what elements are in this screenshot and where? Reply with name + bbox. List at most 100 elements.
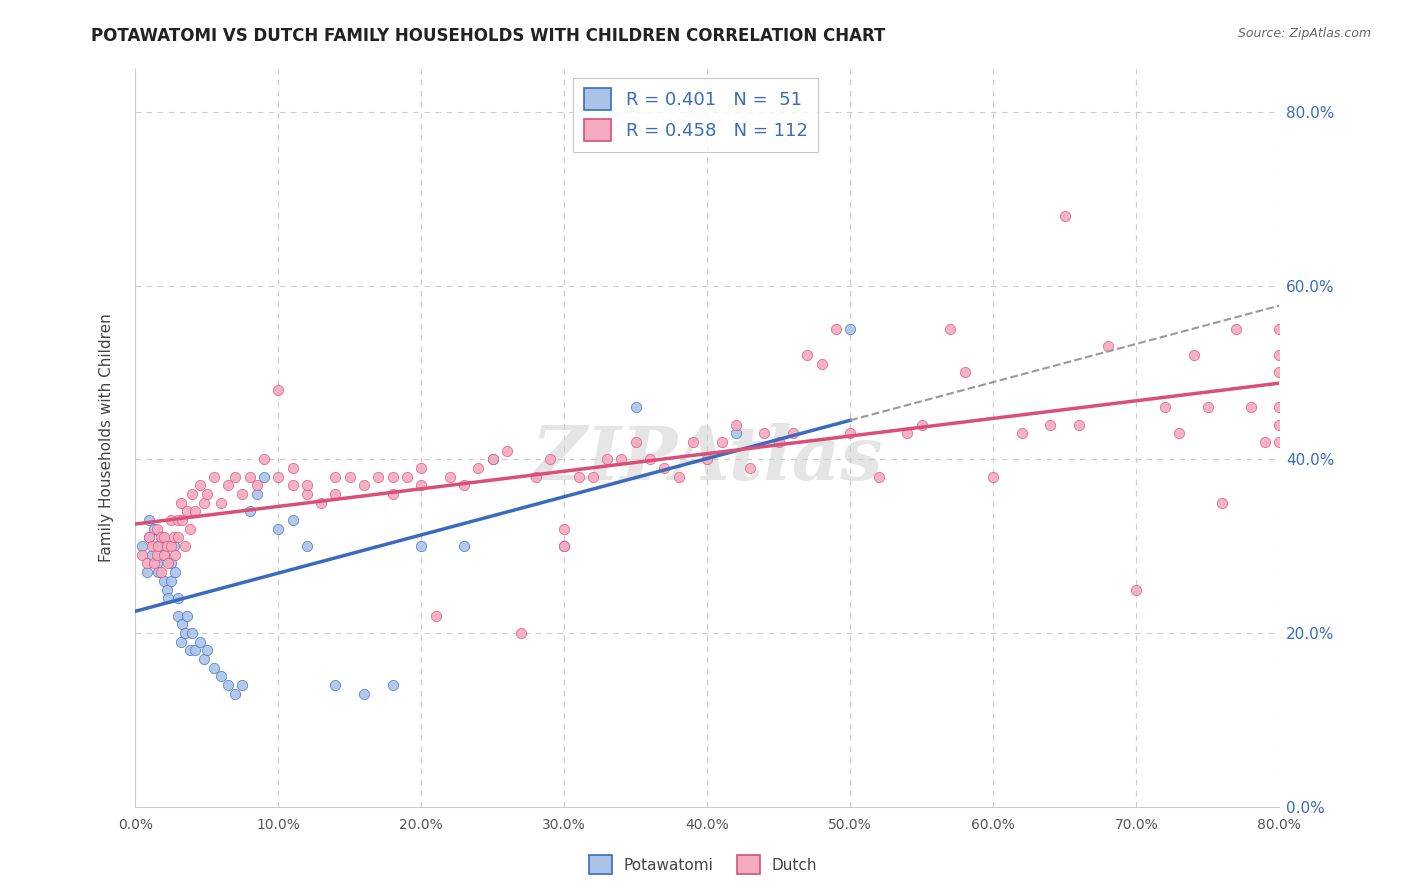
Point xyxy=(138,530,160,544)
Point xyxy=(467,461,489,475)
Point xyxy=(453,478,475,492)
Point xyxy=(367,469,389,483)
Point xyxy=(710,434,733,449)
Point xyxy=(896,426,918,441)
Point xyxy=(395,469,418,483)
Point xyxy=(172,513,194,527)
Point xyxy=(131,539,153,553)
Point xyxy=(176,608,198,623)
Point xyxy=(309,496,332,510)
Point xyxy=(610,452,633,467)
Point xyxy=(638,452,661,467)
Point xyxy=(439,469,461,483)
Point xyxy=(156,582,179,597)
Point xyxy=(152,548,174,562)
Point xyxy=(339,469,361,483)
Point xyxy=(281,461,304,475)
Point xyxy=(179,643,201,657)
Point xyxy=(239,469,262,483)
Point xyxy=(981,469,1004,483)
Point xyxy=(253,469,276,483)
Point xyxy=(524,469,547,483)
Point xyxy=(224,687,246,701)
Point xyxy=(353,478,375,492)
Point xyxy=(170,634,193,648)
Point xyxy=(167,530,190,544)
Point xyxy=(295,487,318,501)
Point xyxy=(325,678,347,692)
Point xyxy=(157,591,180,606)
Point xyxy=(209,496,232,510)
Point xyxy=(188,478,211,492)
Point xyxy=(553,522,575,536)
Point xyxy=(782,426,804,441)
Point xyxy=(184,643,207,657)
Point xyxy=(1039,417,1062,432)
Point xyxy=(1268,348,1291,362)
Point xyxy=(172,617,194,632)
Point xyxy=(740,461,762,475)
Point xyxy=(1125,582,1147,597)
Point xyxy=(839,426,862,441)
Point xyxy=(1154,400,1177,414)
Point xyxy=(325,487,347,501)
Point xyxy=(1097,339,1119,353)
Point xyxy=(724,417,747,432)
Point xyxy=(149,530,172,544)
Point xyxy=(149,565,172,579)
Point xyxy=(202,469,225,483)
Point xyxy=(146,565,169,579)
Point xyxy=(325,469,347,483)
Point xyxy=(1240,400,1263,414)
Point xyxy=(195,643,218,657)
Point xyxy=(1268,322,1291,336)
Point xyxy=(381,678,404,692)
Point xyxy=(142,557,165,571)
Point xyxy=(1268,417,1291,432)
Point xyxy=(1268,400,1291,414)
Point xyxy=(381,487,404,501)
Point xyxy=(202,661,225,675)
Point xyxy=(179,522,201,536)
Point xyxy=(181,626,204,640)
Point xyxy=(131,548,153,562)
Point xyxy=(411,478,433,492)
Point xyxy=(231,678,253,692)
Point xyxy=(496,443,519,458)
Point xyxy=(796,348,818,362)
Point xyxy=(193,496,215,510)
Point xyxy=(868,469,890,483)
Point xyxy=(141,548,163,562)
Point xyxy=(193,652,215,666)
Point xyxy=(267,383,290,397)
Point xyxy=(246,478,269,492)
Point xyxy=(160,513,183,527)
Point xyxy=(724,426,747,441)
Point xyxy=(141,539,163,553)
Point xyxy=(165,565,187,579)
Point xyxy=(181,487,204,501)
Point xyxy=(624,434,647,449)
Point xyxy=(224,469,246,483)
Point xyxy=(553,539,575,553)
Point xyxy=(295,478,318,492)
Point xyxy=(567,469,589,483)
Point xyxy=(353,687,375,701)
Point xyxy=(1268,366,1291,380)
Point xyxy=(953,366,976,380)
Point xyxy=(481,452,503,467)
Point xyxy=(553,539,575,553)
Point xyxy=(138,530,160,544)
Point xyxy=(668,469,690,483)
Point xyxy=(939,322,962,336)
Point xyxy=(281,513,304,527)
Point xyxy=(281,478,304,492)
Point xyxy=(481,452,503,467)
Point xyxy=(157,557,180,571)
Point xyxy=(195,487,218,501)
Point xyxy=(654,461,676,475)
Point xyxy=(1011,426,1033,441)
Point xyxy=(152,574,174,588)
Point xyxy=(176,504,198,518)
Point xyxy=(174,626,197,640)
